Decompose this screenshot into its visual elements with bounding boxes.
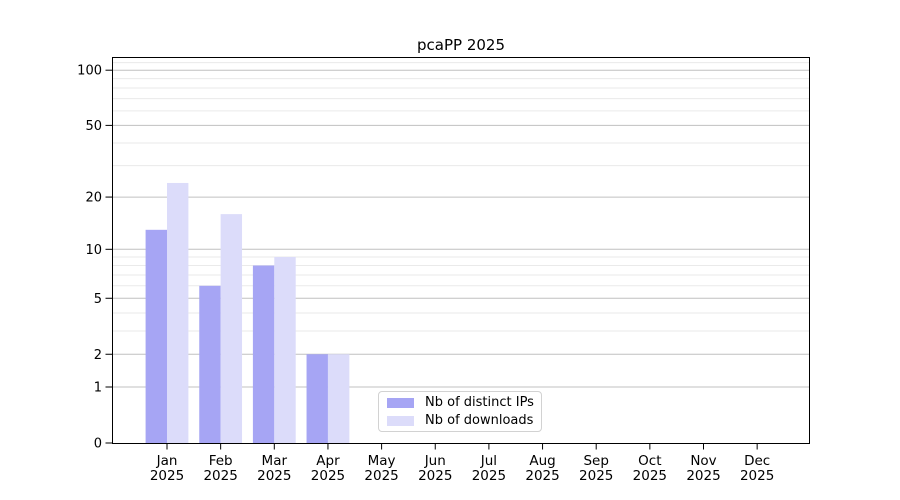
y-tick-label: 50 <box>85 119 102 134</box>
x-tick-label-month: Jan <box>156 453 178 469</box>
y-tick-label: 10 <box>85 243 102 258</box>
legend-swatch-distinct-ips-icon <box>387 397 414 408</box>
x-tick-label-year: 2025 <box>364 468 398 484</box>
y-tick-label: 0 <box>94 437 102 452</box>
bar-jan-downloads <box>167 182 189 443</box>
x-tick-label-year: 2025 <box>472 468 506 484</box>
legend-swatch-downloads-icon <box>387 415 414 426</box>
bar-feb-downloads <box>220 214 243 443</box>
x-tick-label-year: 2025 <box>311 468 345 484</box>
x-tick-label-year: 2025 <box>579 468 613 484</box>
x-tick-label-year: 2025 <box>150 468 184 484</box>
x-tick-label-month: Aug <box>529 453 555 469</box>
axes-spines <box>112 57 810 444</box>
x-tick-label-month: Apr <box>316 453 340 469</box>
chart-title: pcaPP 2025 <box>417 36 505 54</box>
bar-apr-downloads <box>327 354 350 443</box>
x-tick-label-month: Jun <box>424 453 446 469</box>
y-tick-label: 2 <box>94 348 102 363</box>
x-tick-label-month: Oct <box>638 453 661 469</box>
x-tick-label-month: Jul <box>480 453 497 469</box>
legend-item-distinct-ips: Nb of distinct IPs <box>387 394 541 410</box>
x-tick-label-year: 2025 <box>203 468 237 484</box>
legend-label-downloads: Nb of downloads <box>425 412 534 428</box>
legend: Nb of distinct IPs Nb of downloads <box>378 391 542 432</box>
x-tick-label-month: Sep <box>583 453 608 469</box>
x-tick-label-year: 2025 <box>525 468 559 484</box>
x-tick-label-year: 2025 <box>740 468 774 484</box>
x-tick-label-year: 2025 <box>633 468 667 484</box>
y-tick-label: 100 <box>77 64 102 79</box>
x-tick-label-month: Nov <box>690 453 716 469</box>
y-tick-label: 5 <box>94 292 102 307</box>
bar-feb-distinct-ips <box>199 285 221 443</box>
x-tick-label-year: 2025 <box>257 468 291 484</box>
x-tick-label-year: 2025 <box>418 468 452 484</box>
y-tick-label: 20 <box>85 191 102 206</box>
x-tick-label-month: Mar <box>262 453 288 469</box>
bar-mar-downloads <box>274 257 296 443</box>
x-tick-label-month: May <box>368 453 396 469</box>
x-tick-label-month: Feb <box>209 453 233 469</box>
bar-apr-distinct-ips <box>306 354 328 443</box>
legend-item-downloads: Nb of downloads <box>387 412 541 428</box>
x-tick-label-month: Dec <box>744 453 770 469</box>
x-tick-label-year: 2025 <box>686 468 720 484</box>
legend-label-distinct-ips: Nb of distinct IPs <box>425 394 534 410</box>
y-tick-label: 1 <box>94 381 102 396</box>
bar-mar-distinct-ips <box>252 265 275 443</box>
bar-jan-distinct-ips <box>145 229 167 443</box>
